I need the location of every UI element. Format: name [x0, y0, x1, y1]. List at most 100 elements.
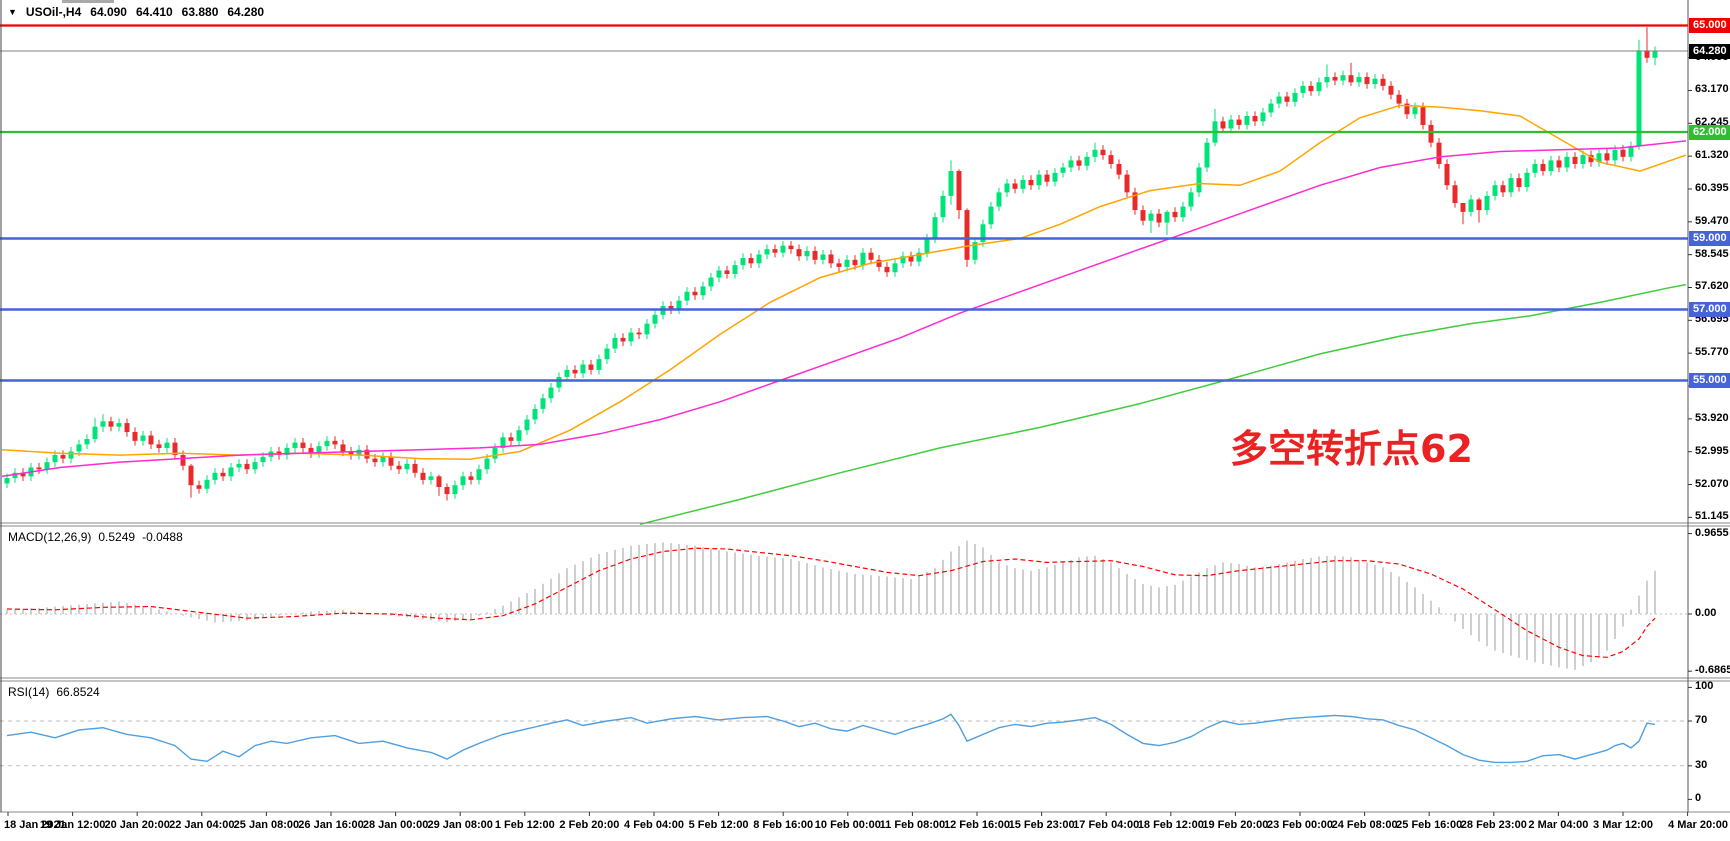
candle-body	[1068, 160, 1074, 168]
candle-body	[612, 337, 618, 349]
candle-body	[1172, 211, 1178, 218]
candle-body	[348, 451, 354, 456]
candle-body	[1044, 174, 1050, 182]
candle-body	[252, 462, 258, 470]
candle-body	[1420, 107, 1426, 125]
candle-body	[1276, 96, 1282, 104]
candle-body	[1124, 174, 1130, 193]
chart-scrollbar-thumb[interactable]	[62, 0, 114, 3]
candle-body	[1612, 149, 1618, 161]
candle-body	[308, 447, 314, 454]
candle-body	[44, 462, 50, 470]
candle-body	[260, 456, 266, 463]
time-axis-label: 26 Jan 16:00	[298, 819, 364, 831]
candle-body	[916, 252, 922, 262]
candle-body	[956, 171, 962, 211]
candle-body	[1268, 103, 1274, 113]
candle-body	[572, 369, 578, 374]
candle-body	[1332, 76, 1338, 81]
candle-body	[12, 472, 18, 479]
price-level-badge: 64.280	[1689, 43, 1730, 59]
ma-mid-magenta-line[interactable]	[1, 140, 1687, 478]
candle-body	[1060, 167, 1066, 173]
candle-body	[1596, 153, 1602, 163]
candle-body	[1652, 51, 1658, 58]
tick-marks	[7, 57, 1692, 816]
candle-body	[1492, 185, 1498, 196]
candle-body	[324, 440, 330, 447]
candle-body	[988, 206, 994, 225]
time-axis-label: 28 Feb 23:00	[1460, 819, 1527, 831]
candle-body	[204, 479, 210, 489]
ma-slow-green-line[interactable]	[639, 283, 1687, 526]
price-level-badge: 65.000	[1689, 18, 1730, 33]
candle-body	[140, 435, 146, 441]
candle-body	[364, 449, 370, 459]
price-tick-label: 57.620	[1695, 280, 1729, 293]
candle-body	[1284, 96, 1290, 102]
candle-body	[1340, 75, 1346, 81]
candle-body	[884, 266, 890, 273]
candle-body	[1572, 156, 1578, 164]
candle-body	[876, 259, 882, 267]
candle-body	[1140, 210, 1146, 221]
candle-body	[68, 451, 74, 459]
candle-body	[396, 465, 402, 470]
time-axis-label: 4 Feb 04:00	[624, 819, 684, 831]
chevron-down-icon[interactable]: ▼	[8, 7, 17, 17]
time-axis-label: 10 Feb 00:00	[814, 819, 881, 831]
candle-body	[1076, 160, 1082, 166]
candle-body	[724, 270, 730, 274]
price-tick-label: 55.770	[1695, 346, 1729, 359]
ohlc-open-value: 64.090	[90, 5, 127, 19]
time-axis-label: 18 Feb 12:00	[1137, 819, 1204, 831]
ohlc-high-value: 64.410	[135, 5, 173, 19]
candle-body	[732, 265, 738, 274]
candle-body	[1548, 160, 1554, 172]
candle-body	[428, 476, 434, 480]
candle-body	[212, 472, 218, 480]
time-axis-label: 24 Feb 08:00	[1331, 819, 1398, 831]
candle-body	[1148, 213, 1154, 221]
candle-body	[1452, 185, 1458, 203]
price-tick-label: 58.545	[1695, 247, 1729, 260]
time-axis-label: 5 Feb 12:00	[688, 819, 749, 831]
candle-body	[1364, 76, 1370, 85]
macd-signal-value: -0.0488	[142, 530, 183, 544]
time-axis-label: 29 Jan 08:00	[427, 819, 493, 831]
candle-body	[84, 439, 90, 445]
candle-body	[1620, 149, 1626, 157]
candle-body	[52, 455, 58, 463]
candle-body	[1348, 75, 1354, 83]
candle-body	[244, 463, 250, 470]
candle-body	[820, 254, 826, 260]
candle-body	[828, 254, 834, 264]
candle-body	[1404, 103, 1410, 115]
ma-fast-orange-line[interactable]	[1, 104, 1687, 461]
price-tick-label: 51.145	[1695, 510, 1729, 523]
candle-body	[932, 217, 938, 239]
candle-body	[940, 195, 946, 218]
ohlc-low-value: 63.880	[181, 5, 219, 19]
candle-body	[388, 456, 394, 466]
candle-body	[1580, 155, 1586, 164]
candle-body	[1524, 172, 1530, 188]
price-level-badge: 59.000	[1689, 231, 1730, 246]
candle-body	[1228, 119, 1234, 129]
candle-body	[148, 435, 154, 445]
price-tick-label: 53.920	[1695, 411, 1729, 424]
candle-body	[1540, 163, 1546, 172]
candle-body	[644, 323, 650, 335]
candle-body	[1028, 179, 1034, 186]
candle-body	[852, 259, 858, 266]
macd-signal-line	[6, 547, 1656, 658]
candle-body	[980, 224, 986, 243]
candle-body	[524, 419, 530, 431]
rsi-tick-label: 70	[1695, 714, 1708, 726]
macd-indicator-label: MACD(12,26,9) 0.5249 -0.0488	[8, 530, 183, 544]
candle-body	[404, 463, 410, 470]
candle-body	[1308, 85, 1314, 92]
price-tick-label: 59.470	[1695, 214, 1729, 227]
time-axis-label: 25 Jan 08:00	[233, 819, 300, 831]
